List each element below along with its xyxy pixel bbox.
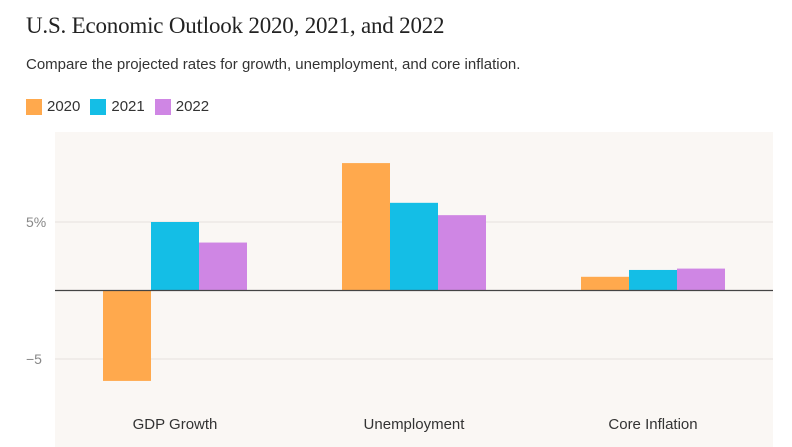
y-tick-label: −5	[26, 351, 42, 367]
legend-item-2021: 2021	[90, 98, 145, 115]
bar-2021-unemployment	[390, 202, 438, 291]
bar-2022-gdp-growth	[199, 242, 247, 291]
legend-swatch-2020	[26, 98, 42, 115]
legend-label-2020: 2020	[47, 98, 81, 115]
bar-2020-core-inflation	[581, 276, 629, 291]
legend-label-2021: 2021	[111, 98, 145, 115]
legend: 2020 2021 2022	[26, 98, 219, 115]
bar-2022-core-inflation	[677, 268, 725, 291]
legend-label-2022: 2022	[175, 98, 210, 115]
bars	[103, 163, 725, 381]
x-axis-categories: GDP Growth Unemployment Core Inflation	[133, 416, 698, 433]
legend-swatch-2021	[90, 98, 107, 115]
bar-2021-core-inflation	[629, 269, 677, 291]
chart-title: U.S. Economic Outlook 2020, 2021, and 20…	[26, 13, 445, 38]
bar-2021-gdp-growth	[151, 222, 199, 291]
chart-subtitle: Compare the projected rates for growth, …	[26, 56, 521, 73]
bar-2020-gdp-growth	[103, 290, 151, 381]
legend-swatch-2022	[154, 98, 171, 115]
x-category-label: Core Inflation	[608, 416, 697, 433]
bar-2022-unemployment	[438, 215, 486, 291]
y-tick-label: 5%	[26, 214, 46, 230]
bar-2020-unemployment	[342, 163, 390, 291]
legend-item-2020: 2020	[26, 98, 80, 115]
y-axis-ticks: 5% −5	[26, 214, 46, 367]
x-category-label: GDP Growth	[133, 416, 218, 433]
x-category-label: Unemployment	[364, 416, 466, 433]
legend-item-2022: 2022	[154, 98, 210, 115]
